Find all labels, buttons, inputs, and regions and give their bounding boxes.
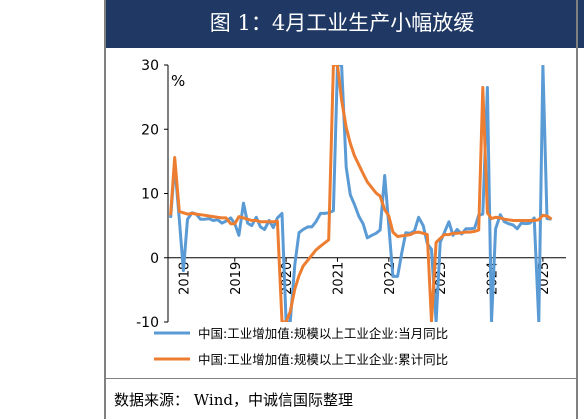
source-note: 数据来源： Wind，中诚信国际整理: [106, 378, 578, 420]
left-margin: [0, 0, 104, 419]
x-tick-label: 2019: [229, 262, 244, 295]
title-bar: 图 1：4月工业生产小幅放缓: [106, 0, 578, 48]
right-edge: [576, 0, 584, 419]
figure-panel: 图 1：4月工业生产小幅放缓 30 20 10 0 -10% 2018 2019 2020 20…: [104, 0, 578, 419]
right-edge-header: [578, 0, 584, 48]
chart-title: 图 1：4月工业生产小幅放缓: [209, 11, 475, 35]
source-text: 数据来源： Wind，中诚信国际整理: [114, 391, 353, 409]
y-tick-label: 30: [141, 58, 159, 74]
y-tick-label: 20: [141, 122, 159, 138]
y-tick-label: -10: [136, 315, 159, 331]
y-tick-label: 0: [150, 251, 159, 267]
legend: 中国:工业增加值:规模以上工业企业:当月同比中国:工业增加值:规模以上工业企业:…: [154, 326, 448, 367]
legend-label: 中国:工业增加值:规模以上工业企业:当月同比: [198, 326, 448, 341]
series-line-cumulative: [169, 65, 553, 322]
series-line-monthly: [169, 65, 552, 322]
y-unit-label: %: [171, 72, 185, 90]
x-tick-label: 2022: [383, 262, 398, 295]
y-tick-label: 10: [141, 187, 159, 203]
x-tick-label: 2021: [331, 262, 346, 295]
legend-label: 中国:工业增加值:规模以上工业企业:累计同比: [198, 352, 448, 367]
series-lines: [169, 65, 553, 322]
x-tick-label: 2018: [177, 262, 192, 295]
